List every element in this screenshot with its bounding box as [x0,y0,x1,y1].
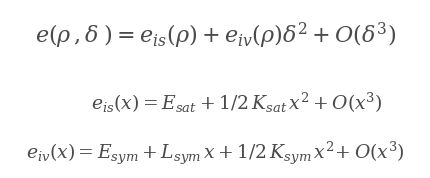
Text: $e_{is}(x) = E_{sat} +1/2\, K_{sat}\, x^2 + O(x^3)$: $e_{is}(x) = E_{sat} +1/2\, K_{sat}\, x^… [91,91,382,115]
Text: $e_{iv}(x) = E_{sym} + L_{sym}\, x + 1/2\, K_{sym}\, x^2\!+O(x^3)$: $e_{iv}(x) = E_{sym} + L_{sym}\, x + 1/2… [26,139,404,167]
Text: $e(\rho\,,\delta\;) = e_{is}(\rho) + e_{iv}(\rho)\delta^2 + O(\delta^3)$: $e(\rho\,,\delta\;) = e_{is}(\rho) + e_{… [35,20,395,51]
